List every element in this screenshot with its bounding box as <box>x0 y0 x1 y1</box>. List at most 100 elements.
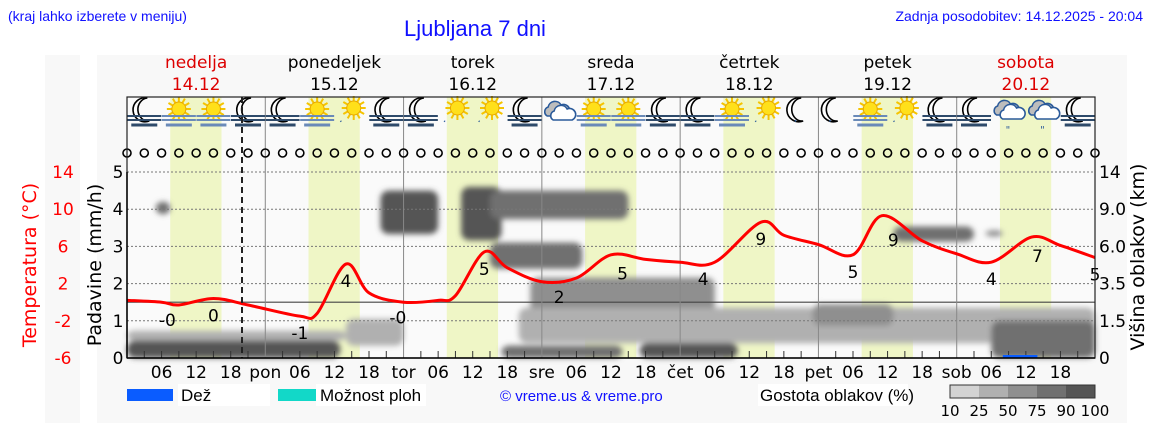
moon-fog-icon <box>265 96 300 127</box>
day-abbr-tick: sre <box>529 363 555 383</box>
wind-marker <box>606 148 616 158</box>
cloud-patch <box>155 201 171 215</box>
density-swatch <box>1008 385 1037 398</box>
temperature-label: 5 <box>617 264 628 284</box>
wind-marker <box>900 148 910 158</box>
hour-tick-label: 18 <box>911 363 933 383</box>
day-name: nedelja <box>165 53 227 73</box>
legend-showers-label: Možnost ploh <box>320 386 421 405</box>
precipitation-tick: 1 <box>113 312 124 332</box>
cloud-height-axis-title: Višina oblakov (km) <box>1127 164 1149 351</box>
temperature-label: 4 <box>986 270 997 290</box>
wind-marker <box>208 148 219 158</box>
precipitation-axis-title: Padavine (mm/h) <box>84 184 106 347</box>
temperature-label: 5 <box>848 263 859 283</box>
svg-text:": " <box>1006 125 1011 136</box>
grid <box>127 97 1095 358</box>
day-name: ponedeljek <box>288 53 382 73</box>
hour-tick-label: 12 <box>185 363 207 383</box>
wind-marker <box>191 148 201 158</box>
temperature-axis-panel <box>45 55 80 423</box>
moon-fog-icon <box>645 96 680 127</box>
wind-marker <box>986 148 997 158</box>
hour-tick-label: 18 <box>1050 363 1072 383</box>
wind-marker <box>865 148 876 158</box>
density-tick: 90 <box>1056 402 1075 420</box>
hour-tick-label: 18 <box>220 363 242 383</box>
wind-marker <box>537 148 547 158</box>
density-swatch <box>950 385 979 398</box>
legend-showers-swatch <box>278 389 324 401</box>
density-frame <box>949 384 1096 399</box>
copyright-link[interactable]: © vreme.us & vreme.pro <box>500 388 663 405</box>
moon-fog-icon <box>680 96 715 127</box>
wind-marker <box>260 148 271 158</box>
cloud-rain-icon: " <box>1027 99 1061 136</box>
cloud-patch <box>985 230 1003 237</box>
wind-marker <box>485 148 495 158</box>
density-tick: 25 <box>969 402 988 420</box>
temperature-label: 9 <box>755 230 766 250</box>
svg-text:": " <box>1040 125 1045 136</box>
precipitation-tick: 5 <box>113 163 124 183</box>
hour-tick-label: 18 <box>635 363 657 383</box>
temperature-label: 9 <box>888 231 899 251</box>
temperature-label: 2 <box>554 288 565 308</box>
wind-marker <box>1021 148 1031 158</box>
cloud-patch <box>490 190 629 220</box>
wind-marker <box>156 148 167 158</box>
wind-marker <box>658 148 668 158</box>
wind-marker <box>744 148 755 158</box>
day-name: četrtek <box>719 53 780 73</box>
wind-marker <box>519 148 530 158</box>
hour-tick-label: 12 <box>600 363 622 383</box>
wind-marker <box>1003 148 1014 158</box>
wind-marker <box>416 148 426 158</box>
sun-cloud-icon <box>339 96 366 123</box>
wind-marker <box>1055 148 1066 158</box>
location-hint[interactable]: (kraj lahko izberete v meniju) <box>8 8 187 24</box>
moon-fog-icon <box>369 96 404 127</box>
wind-marker <box>934 148 945 158</box>
temperature-line <box>126 214 1096 321</box>
weather-icons-row: " " <box>127 96 1095 136</box>
temperature-tick: 14 <box>52 163 74 183</box>
hour-tick-label: 12 <box>462 363 484 383</box>
wind-marker <box>588 148 599 158</box>
wind-marker <box>295 148 305 158</box>
temperature-label: -0 <box>159 311 176 331</box>
density-tick: 10 <box>940 402 959 420</box>
cloud-height-tick: 1.5 <box>1099 312 1126 332</box>
day-name: sreda <box>587 53 634 73</box>
cloud-patch <box>490 242 583 269</box>
moon-fog-icon <box>403 96 438 127</box>
hour-tick-label: 06 <box>566 363 588 383</box>
density-tick: 75 <box>1027 402 1046 420</box>
day-date: 16.12 <box>448 75 497 95</box>
cloud-patch <box>345 318 404 346</box>
wind-marker <box>381 148 392 158</box>
hour-tick-label: 12 <box>324 363 346 383</box>
day-date: 20.12 <box>1002 75 1051 95</box>
hour-tick-label: 06 <box>289 363 311 383</box>
temperature-label: -1 <box>291 324 308 344</box>
sun-fog-icon <box>611 97 646 127</box>
wind-marker <box>692 148 703 158</box>
temperature-tick: 10 <box>52 200 74 220</box>
moon-cloud-icon <box>786 96 804 123</box>
wind-marker <box>467 148 478 158</box>
wind-marker <box>709 148 720 158</box>
density-tick: 100 <box>1081 402 1110 420</box>
sun-cloud-icon <box>893 96 919 123</box>
wind-marker <box>277 148 288 158</box>
wind-marker <box>813 148 824 158</box>
hour-tick-label: 12 <box>738 363 760 383</box>
day-date: 19.12 <box>863 75 912 95</box>
wind-marker <box>727 148 737 158</box>
temperature-label: 4 <box>698 270 709 290</box>
wind-marker <box>502 148 513 158</box>
wind-marker <box>139 148 150 158</box>
